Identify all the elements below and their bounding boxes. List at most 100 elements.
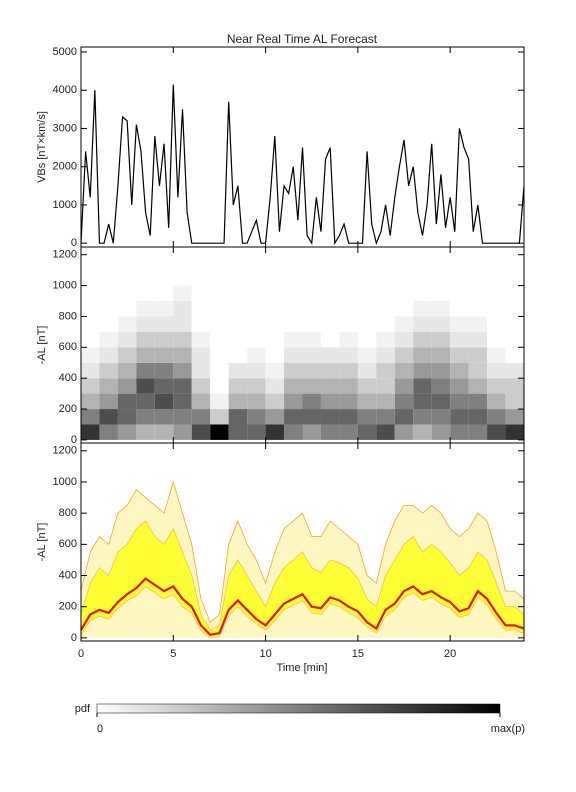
heat-cell — [468, 301, 488, 317]
band-line — [80, 585, 525, 639]
heat-cell — [136, 316, 155, 332]
y-tick-label: 5000 — [53, 46, 77, 58]
heat-cell — [450, 393, 469, 410]
heat-cell — [431, 285, 451, 302]
heat-cell — [357, 378, 377, 394]
heat-cell — [505, 347, 524, 363]
heat-cell — [284, 331, 303, 348]
heat-cell — [136, 393, 155, 410]
heat-cell — [339, 301, 358, 317]
heat-cell — [376, 378, 395, 394]
heat-cell — [284, 409, 303, 425]
heat-cell — [247, 393, 266, 410]
x-tick-label: 15 — [352, 648, 364, 660]
heat-cell — [247, 362, 266, 379]
heat-cell — [450, 301, 469, 317]
band-line — [80, 520, 525, 631]
heat-cell — [265, 393, 285, 410]
heat-cell — [99, 409, 118, 425]
heat-cell — [154, 362, 174, 379]
heat-cell — [173, 409, 192, 425]
heat-cell — [210, 409, 229, 425]
heat-cell — [413, 347, 432, 363]
heat-cell — [99, 378, 118, 394]
heat-cell — [450, 285, 469, 302]
heat-cell — [487, 316, 506, 332]
y-tick-label: 600 — [59, 538, 77, 550]
heat-cell — [357, 285, 377, 302]
heat-cell — [450, 347, 469, 363]
heat-cell — [117, 331, 137, 348]
colorbar-tick-label: max(p) — [491, 723, 525, 735]
heat-cell — [487, 362, 506, 379]
heat-cell — [357, 316, 377, 332]
heat-cell — [117, 393, 137, 410]
heat-cell — [487, 409, 506, 425]
heat-cell — [394, 301, 414, 317]
heat-cell — [339, 393, 358, 410]
colorbar-label: pdf — [75, 703, 91, 715]
heat-cell — [136, 409, 155, 425]
heat-cell — [357, 301, 377, 317]
heat-cell — [228, 285, 248, 302]
heat-cell — [136, 362, 155, 379]
heat-cell — [339, 409, 358, 425]
heat-cell — [210, 316, 229, 332]
heat-cell — [99, 424, 118, 440]
heat-cell — [431, 316, 451, 332]
plot-frame — [80, 46, 525, 248]
heat-cell — [302, 424, 321, 440]
heat-cell — [81, 362, 100, 379]
heat-cell — [173, 316, 192, 332]
y-tick-label: 2000 — [53, 161, 77, 173]
heat-cell — [431, 301, 451, 317]
heat-cell — [81, 347, 100, 363]
heat-cell — [413, 301, 432, 317]
heat-cell — [394, 362, 414, 379]
heat-cell — [136, 285, 155, 302]
plot-frame — [80, 442, 525, 642]
heat-cell — [468, 362, 488, 379]
heat-cell — [450, 362, 469, 379]
heat-cell — [284, 378, 303, 394]
heat-cell — [117, 301, 137, 317]
heat-cell — [339, 347, 358, 363]
colorbar-tick-label: 0 — [97, 723, 103, 735]
heat-cell — [99, 331, 118, 348]
heat-cell — [468, 378, 488, 394]
heat-cell — [339, 362, 358, 379]
heat-cell — [487, 347, 506, 363]
heat-cell — [394, 347, 414, 363]
heat-cell — [154, 316, 174, 332]
heat-cell — [339, 316, 358, 332]
heat-cell — [136, 347, 155, 363]
heat-cell — [431, 362, 451, 379]
heat-cell — [247, 409, 266, 425]
heat-cell — [173, 331, 192, 348]
heat-cell — [320, 285, 340, 302]
heat-cell — [487, 331, 506, 348]
heat-cell — [136, 424, 155, 440]
heat-cell — [431, 347, 451, 363]
heat-cell — [505, 424, 524, 440]
heat-cell — [468, 409, 488, 425]
heat-cell — [99, 301, 118, 317]
heat-cell — [320, 393, 340, 410]
heat-cell — [339, 378, 358, 394]
heat-cell — [487, 301, 506, 317]
heat-cell — [394, 409, 414, 425]
y-tick-label: 800 — [59, 507, 77, 519]
heat-cell — [468, 393, 488, 410]
heat-cell — [136, 331, 155, 348]
y-tick-label: 0 — [71, 237, 77, 249]
heat-cell — [450, 316, 469, 332]
x-tick-label: 5 — [170, 648, 176, 660]
heat-cell — [320, 362, 340, 379]
heat-cell — [99, 393, 118, 410]
heat-cell — [284, 347, 303, 363]
heat-cell — [320, 424, 340, 440]
heat-cell — [81, 424, 100, 440]
heat-cell — [191, 331, 211, 348]
band-line — [80, 480, 525, 623]
heat-cell — [173, 347, 192, 363]
